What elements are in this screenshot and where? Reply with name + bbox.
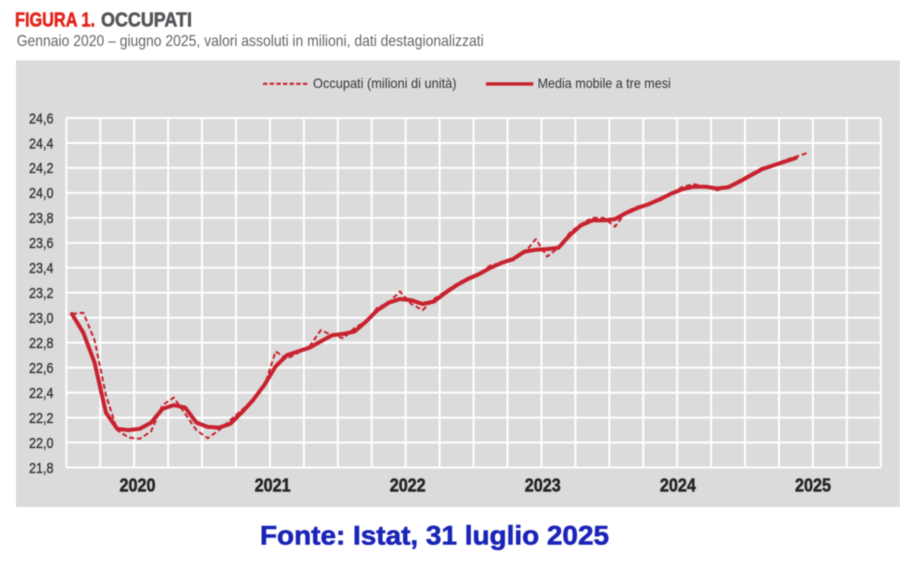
- svg-text:FIGURA 1.: FIGURA 1.: [15, 9, 95, 31]
- svg-text:2020: 2020: [120, 476, 156, 496]
- svg-text:21,8: 21,8: [29, 460, 54, 477]
- svg-text:2023: 2023: [525, 476, 561, 496]
- svg-text:OCCUPATI: OCCUPATI: [101, 9, 192, 31]
- svg-text:22,0: 22,0: [29, 435, 54, 452]
- svg-text:2025: 2025: [795, 476, 831, 496]
- svg-text:24,0: 24,0: [29, 185, 54, 202]
- svg-text:22,4: 22,4: [29, 385, 54, 402]
- svg-text:Fonte: Istat, 31 luglio 2025: Fonte: Istat, 31 luglio 2025: [260, 521, 609, 551]
- svg-text:22,6: 22,6: [29, 360, 54, 377]
- svg-text:Occupati (milioni di unità): Occupati (milioni di unità): [313, 75, 457, 91]
- svg-text:22,2: 22,2: [29, 410, 54, 427]
- svg-text:Gennaio 2020 – giugno 2025, va: Gennaio 2020 – giugno 2025, valori assol…: [17, 33, 484, 50]
- svg-text:2024: 2024: [660, 476, 696, 496]
- svg-text:2022: 2022: [390, 476, 426, 496]
- svg-text:23,4: 23,4: [29, 260, 54, 277]
- svg-text:24,6: 24,6: [29, 110, 54, 127]
- svg-text:24,2: 24,2: [29, 160, 54, 177]
- svg-text:23,8: 23,8: [29, 210, 54, 227]
- svg-text:23,6: 23,6: [29, 235, 54, 252]
- svg-text:23,0: 23,0: [29, 310, 54, 327]
- svg-text:23,2: 23,2: [29, 285, 54, 302]
- svg-text:24,4: 24,4: [29, 135, 54, 152]
- svg-text:Media mobile a tre mesi: Media mobile a tre mesi: [538, 75, 671, 91]
- svg-text:22,8: 22,8: [29, 335, 54, 352]
- svg-text:2021: 2021: [255, 476, 291, 496]
